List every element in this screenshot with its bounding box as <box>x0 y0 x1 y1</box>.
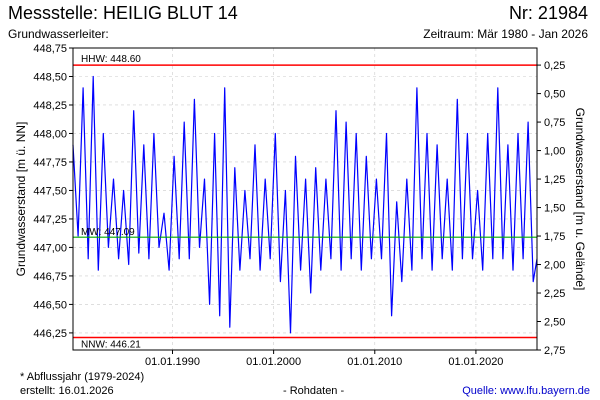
x-tick-label: 01.01.2020 <box>448 356 503 368</box>
y2-tick-label: 1,25 <box>544 174 565 186</box>
y-tick-label: 447,75 <box>33 157 67 169</box>
raw-data-label: - Rohdaten - <box>283 385 345 397</box>
axis-ticks: 448,75 448,50 448,25 448,00 447,75 447,50 447,… <box>33 43 565 368</box>
y-tick-label: 448,25 <box>33 100 67 112</box>
created-date: erstellt: 16.01.2026 <box>20 385 114 397</box>
source-link[interactable]: Quelle: www.lfu.bayern.de <box>462 385 590 397</box>
y2-tick-label: 0,50 <box>544 89 565 101</box>
series-group <box>72 75 538 334</box>
y2-tick-label: 0,25 <box>544 60 565 72</box>
hhw-line-label: HHW: 448.60 <box>81 54 141 65</box>
y2-tick-label: 2,25 <box>544 288 565 300</box>
y2-tick-label: 0,75 <box>544 117 565 129</box>
y-tick-label: 448,75 <box>33 43 67 55</box>
x-tick-label: 01.01.1990 <box>145 356 200 368</box>
plot-frame <box>72 47 538 351</box>
mw-line-label: MW: 447.09 <box>81 227 135 238</box>
nnw-line-label: NNW: 446.21 <box>81 339 141 350</box>
station-number: Nr: 21984 <box>508 3 588 23</box>
y-tick-label: 447,25 <box>33 214 67 226</box>
y2-tick-label: 2,75 <box>544 345 565 357</box>
y-tick-label: 447,00 <box>33 242 67 254</box>
station-title: Messstelle: HEILIG BLUT 14 <box>8 3 238 23</box>
y-tick-label: 448,50 <box>33 71 67 83</box>
y-tick-label: 446,50 <box>33 299 67 311</box>
reference-lines: HHW: 448.60 MW: 447.09 NNW: 446.21 <box>73 54 537 350</box>
y-axis-label: Grundwasserstand [m ü. NN] <box>14 122 28 277</box>
footnote-discharge-year: * Abflussjahr (1979-2024) <box>20 371 145 383</box>
groundwater-series-line <box>72 75 538 334</box>
y2-tick-label: 2,00 <box>544 260 565 272</box>
y2-tick-label: 1,00 <box>544 146 565 158</box>
y2-tick-label: 2,50 <box>544 317 565 329</box>
y-tick-label: 446,25 <box>33 328 67 340</box>
y2-tick-label: 1,50 <box>544 203 565 215</box>
y2-tick-label: 1,75 <box>544 231 565 243</box>
y-tick-label: 447,50 <box>33 185 67 197</box>
aquifer-label: Grundwasserleiter: <box>8 27 109 41</box>
y-tick-label: 448,00 <box>33 128 67 140</box>
y-tick-label: 446,75 <box>33 271 67 283</box>
x-tick-label: 01.01.2000 <box>246 356 301 368</box>
period-label: Zeitraum: Mär 1980 - Jan 2026 <box>423 27 588 41</box>
x-tick-label: 01.01.2010 <box>347 356 402 368</box>
y2-axis-label: Grundwasserstand [m u. Gelände] <box>573 108 587 291</box>
